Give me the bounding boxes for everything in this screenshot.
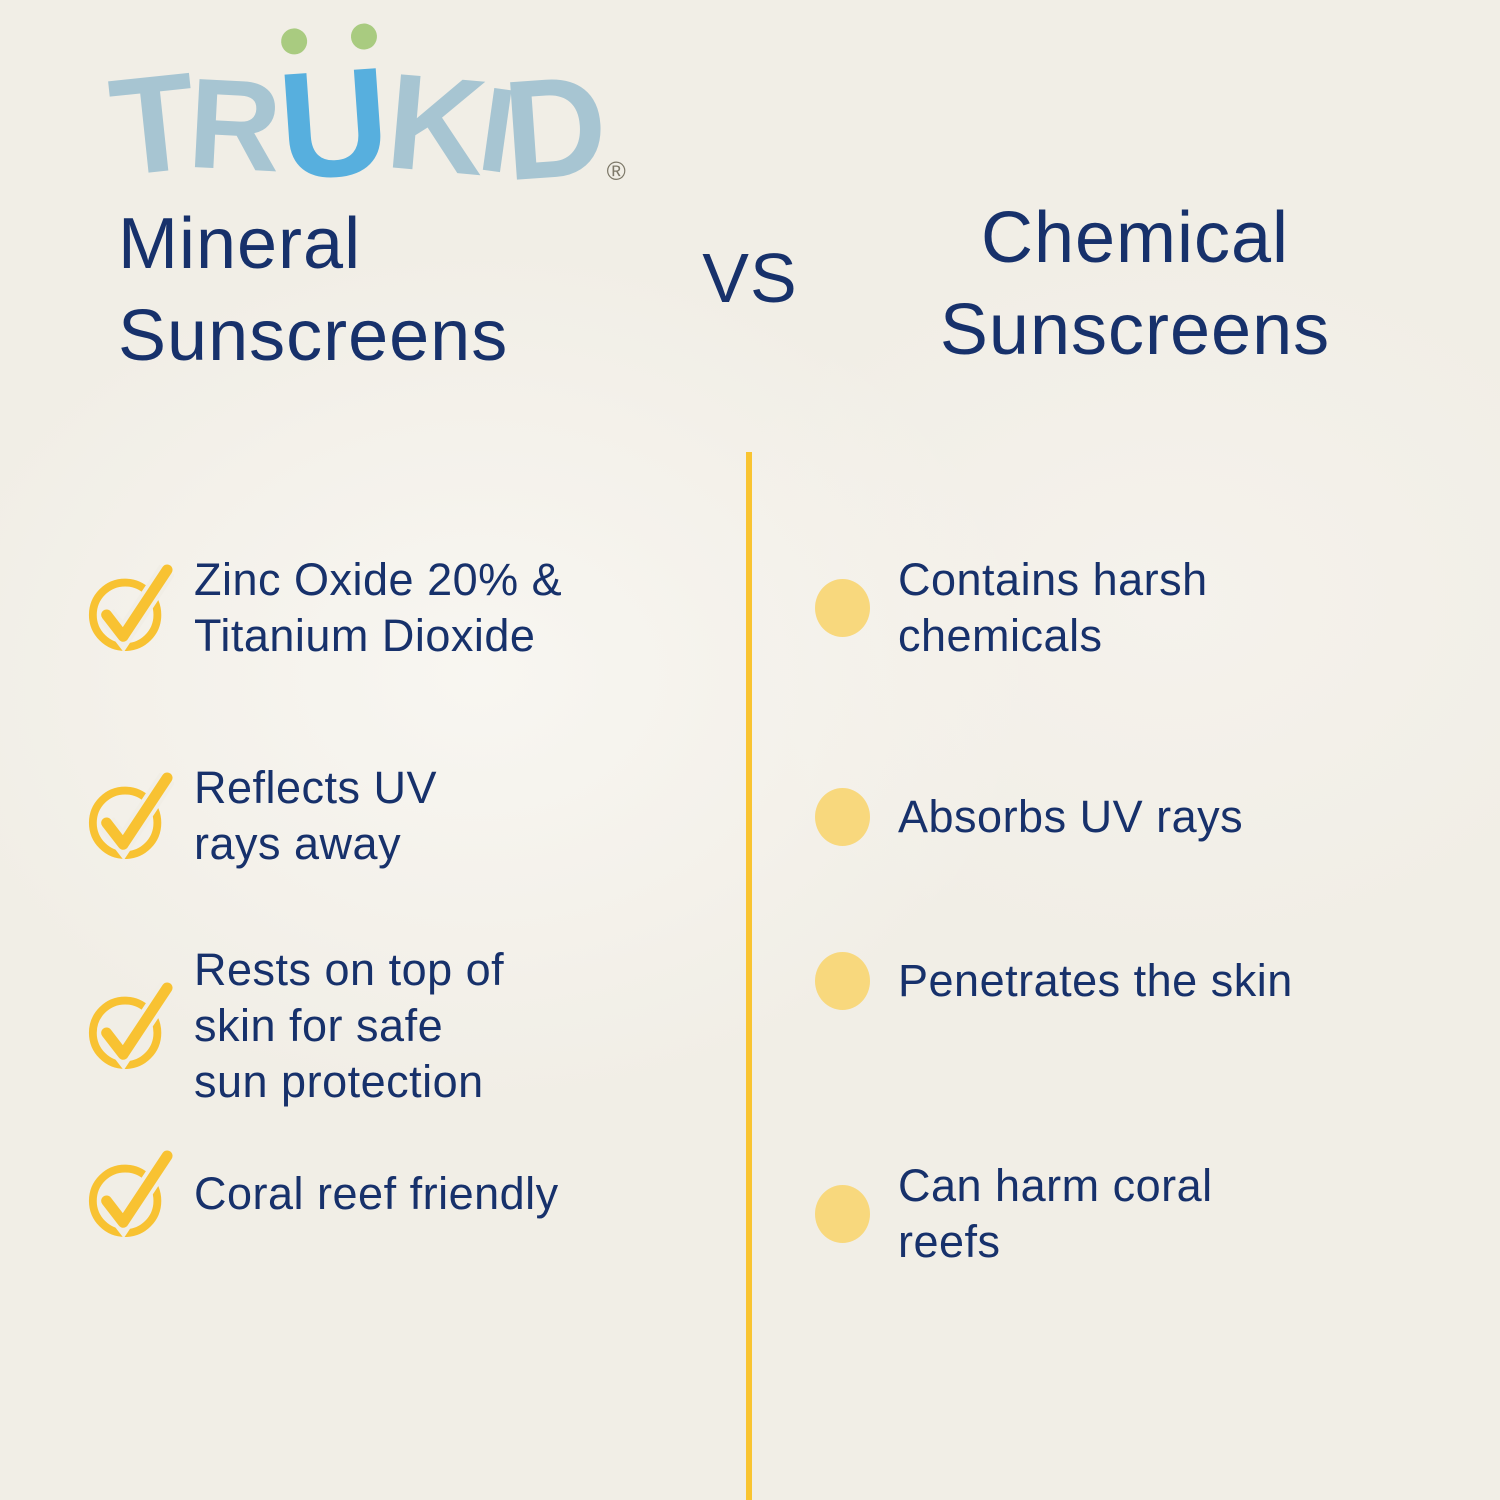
chemical-item-label: Absorbs UV rays xyxy=(898,791,1244,842)
chemical-item-label: Contains harsh chemicals xyxy=(898,554,1208,661)
mineral-item-label: Reflects UV rays away xyxy=(194,762,438,869)
check-circle-icon xyxy=(88,772,174,861)
yellow-dot-icon xyxy=(815,952,870,1010)
chemical-title: Chemical Sunscreens xyxy=(939,198,1331,370)
yellow-dot-icon xyxy=(815,788,870,846)
check-circle-icon xyxy=(88,1150,174,1239)
mineral-item: Coral reef friendly xyxy=(86,1148,559,1240)
chemical-item-label: Can harm coral reefs xyxy=(898,1160,1213,1267)
mineral-item: Reflects UV rays away xyxy=(86,760,437,872)
registered-trademark-icon: ® xyxy=(606,156,626,186)
chemical-item: Can harm coral reefs xyxy=(815,1158,1213,1270)
yellow-dot-icon xyxy=(815,1185,870,1243)
mineral-item: Rests on top of skin for safe sun protec… xyxy=(86,942,504,1110)
mineral-item-label: Rests on top of skin for safe sun protec… xyxy=(194,944,505,1107)
mineral-title: Mineral Sunscreens xyxy=(118,204,509,376)
chemical-item: Penetrates the skin xyxy=(815,952,1293,1010)
mineral-item: Zinc Oxide 20% & Titanium Dioxide xyxy=(86,552,562,664)
logo-letter-k: K xyxy=(380,44,488,204)
column-divider xyxy=(746,452,752,1500)
logo-letter-t: T xyxy=(103,44,200,206)
mineral-item-label: Zinc Oxide 20% & Titanium Dioxide xyxy=(194,554,563,661)
check-circle-icon xyxy=(88,982,174,1071)
yellow-dot-icon xyxy=(815,579,870,637)
trukid-logo: T R U K I D ® xyxy=(104,22,626,212)
logo-letter-r: R xyxy=(185,51,281,200)
check-circle-icon xyxy=(88,564,174,653)
logo-letter-u-glyph: U xyxy=(272,35,391,213)
logo-letter-d: D xyxy=(498,45,609,212)
mineral-item-label: Coral reef friendly xyxy=(194,1168,559,1219)
chemical-item: Absorbs UV rays xyxy=(815,788,1243,846)
vs-label: VS xyxy=(702,239,798,317)
chemical-item: Contains harsh chemicals xyxy=(815,552,1208,664)
chemical-item-label: Penetrates the skin xyxy=(898,955,1293,1006)
logo-letter-u: U xyxy=(273,22,390,212)
